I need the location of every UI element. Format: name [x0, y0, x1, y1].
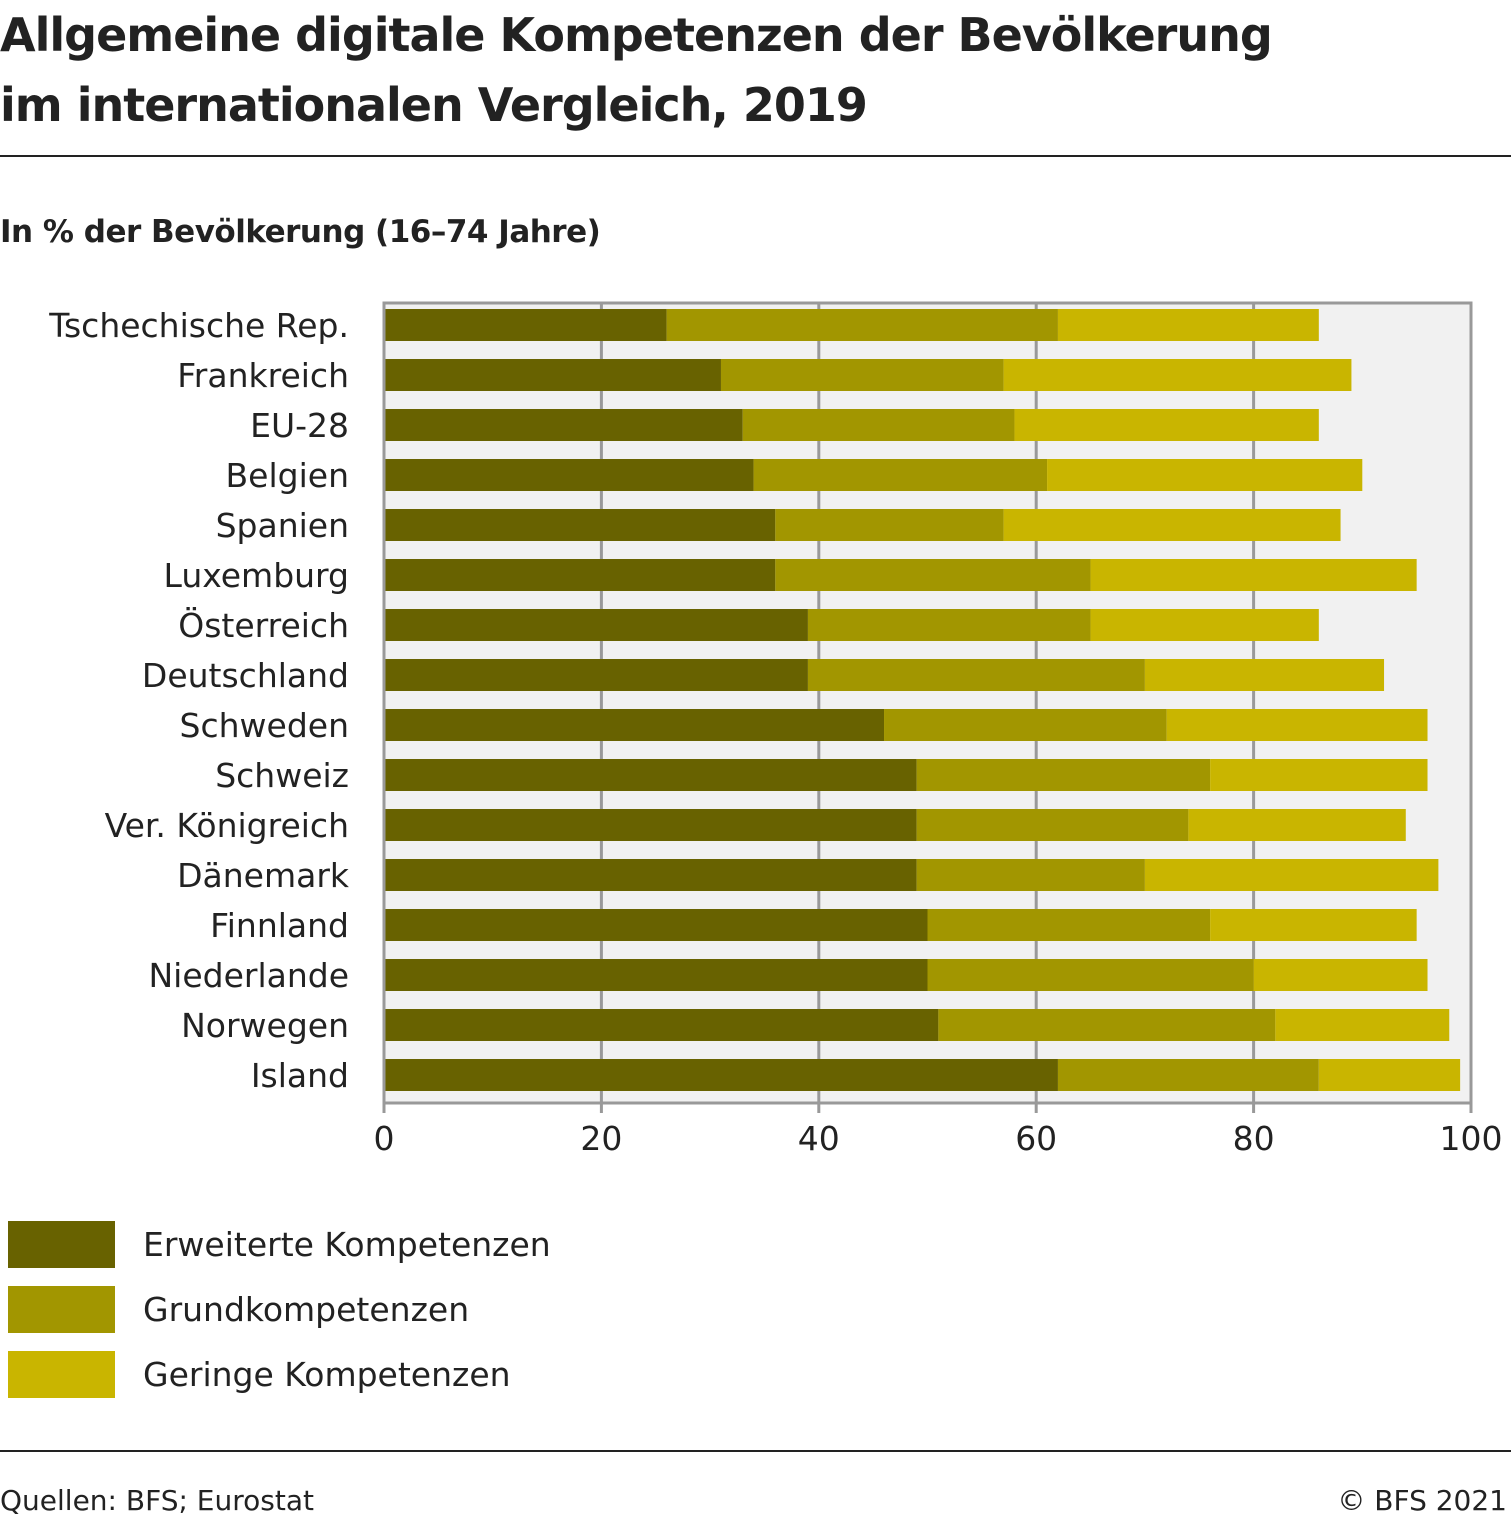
bar-segment: [384, 709, 885, 741]
chart-title-line-2: im internationalen Vergleich, 2019: [0, 78, 868, 132]
bar-segment: [1047, 459, 1363, 491]
bar-segment: [384, 809, 917, 841]
bar-segment: [1188, 809, 1406, 841]
bar-segment: [753, 459, 1048, 491]
bar-segment: [1003, 509, 1341, 541]
bar-segment: [927, 959, 1254, 991]
x-tick-label: 20: [580, 1119, 622, 1158]
bar-segment: [384, 859, 917, 891]
legend-item: Erweiterte Kompetenzen: [8, 1212, 551, 1277]
bar-segment: [1090, 559, 1417, 591]
x-axis-ticks: 0 20 40 60 80 100: [374, 1103, 1503, 1158]
category-label: Island: [251, 1056, 349, 1095]
legend-label: Geringe Kompetenzen: [143, 1355, 511, 1394]
bar-segment: [1090, 609, 1319, 641]
bar-segment: [916, 859, 1145, 891]
x-tick-label: 0: [374, 1119, 395, 1158]
bar-segment: [938, 1009, 1276, 1041]
x-tick-label: 80: [1233, 1119, 1275, 1158]
legend-swatch: [8, 1286, 115, 1333]
bar-segment: [775, 509, 1004, 541]
legend-swatch: [8, 1221, 115, 1268]
bar-segment: [1275, 1009, 1450, 1041]
bar-segment: [1144, 859, 1439, 891]
bar-segment: [1166, 709, 1428, 741]
bar-chart: Tschechische Rep. Frankreich EU-28 Belgien S…: [48, 301, 1503, 1158]
legend-label: Grundkompetenzen: [143, 1290, 470, 1329]
category-label: Luxemburg: [164, 556, 349, 595]
bar-segment: [384, 909, 928, 941]
bar-segment: [384, 1059, 1058, 1091]
category-label: Finnland: [210, 906, 349, 945]
category-label: Frankreich: [177, 356, 349, 395]
bar-segment: [384, 359, 721, 391]
bar-segment: [384, 959, 928, 991]
footer-divider: [0, 1450, 1511, 1452]
chart-title: Allgemeine digitale Kompetenzen der Bevö…: [0, 0, 1511, 140]
title-divider: [0, 155, 1511, 157]
bar-segment: [1210, 759, 1428, 791]
bar-segment: [384, 559, 776, 591]
category-label: EU-28: [250, 406, 349, 445]
bar-segment: [807, 659, 1145, 691]
bar-segment: [384, 459, 754, 491]
category-label: Schweiz: [215, 756, 349, 795]
bar-segment: [384, 1009, 939, 1041]
category-label: Deutschland: [142, 656, 349, 695]
bar-segment: [1144, 659, 1385, 691]
legend-item: Geringe Kompetenzen: [8, 1342, 551, 1407]
bar-segment: [720, 359, 1004, 391]
bar-segment: [807, 609, 1091, 641]
bar-segment: [884, 709, 1167, 741]
bar-segment: [1014, 409, 1319, 441]
category-label: Spanien: [216, 506, 349, 545]
plot-frame: [382, 301, 1473, 1105]
bar-segment: [384, 309, 667, 341]
bar-segment: [1057, 309, 1319, 341]
chart-title-line-1: Allgemeine digitale Kompetenzen der Bevö…: [0, 8, 1273, 62]
legend-label: Erweiterte Kompetenzen: [143, 1225, 551, 1264]
category-label: Norwegen: [181, 1006, 349, 1045]
category-label: Österreich: [178, 605, 349, 645]
legend-item: Grundkompetenzen: [8, 1277, 551, 1342]
bar-segment: [1210, 909, 1417, 941]
bar-segment: [384, 509, 776, 541]
x-tick-label: 100: [1440, 1119, 1503, 1158]
bar-segment: [916, 759, 1211, 791]
bar-segment: [1003, 359, 1352, 391]
bar-segment: [1318, 1059, 1461, 1091]
bar-segment: [916, 809, 1189, 841]
bar-segment: [666, 309, 1058, 341]
category-label: Dänemark: [177, 856, 350, 895]
bar-segment: [742, 409, 1015, 441]
bar-segment: [1057, 1059, 1319, 1091]
chart-subtitle: In % der Bevölkerung (16–74 Jahre): [0, 214, 601, 250]
bar-segment: [1253, 959, 1428, 991]
bar-segment: [384, 659, 808, 691]
source-note: Quellen: BFS; Eurostat: [0, 1484, 314, 1517]
legend: Erweiterte Kompetenzen Grundkompetenzen …: [8, 1212, 551, 1407]
bar-segment: [927, 909, 1211, 941]
category-label: Niederlande: [148, 956, 349, 995]
x-tick-label: 40: [798, 1119, 840, 1158]
category-label: Tschechische Rep.: [48, 306, 349, 345]
bar-segment: [384, 409, 743, 441]
category-label: Ver. Königreich: [105, 806, 349, 845]
bar-segment: [775, 559, 1091, 591]
legend-swatch: [8, 1351, 115, 1398]
bar-segment: [384, 609, 808, 641]
category-label: Belgien: [226, 456, 349, 495]
bars: [384, 309, 1461, 1091]
category-labels: Tschechische Rep. Frankreich EU-28 Belgien S…: [48, 306, 350, 1095]
x-tick-label: 60: [1015, 1119, 1057, 1158]
copyright-note: © BFS 2021: [1337, 1484, 1507, 1517]
bar-segment: [384, 759, 917, 791]
category-label: Schweden: [180, 706, 349, 745]
